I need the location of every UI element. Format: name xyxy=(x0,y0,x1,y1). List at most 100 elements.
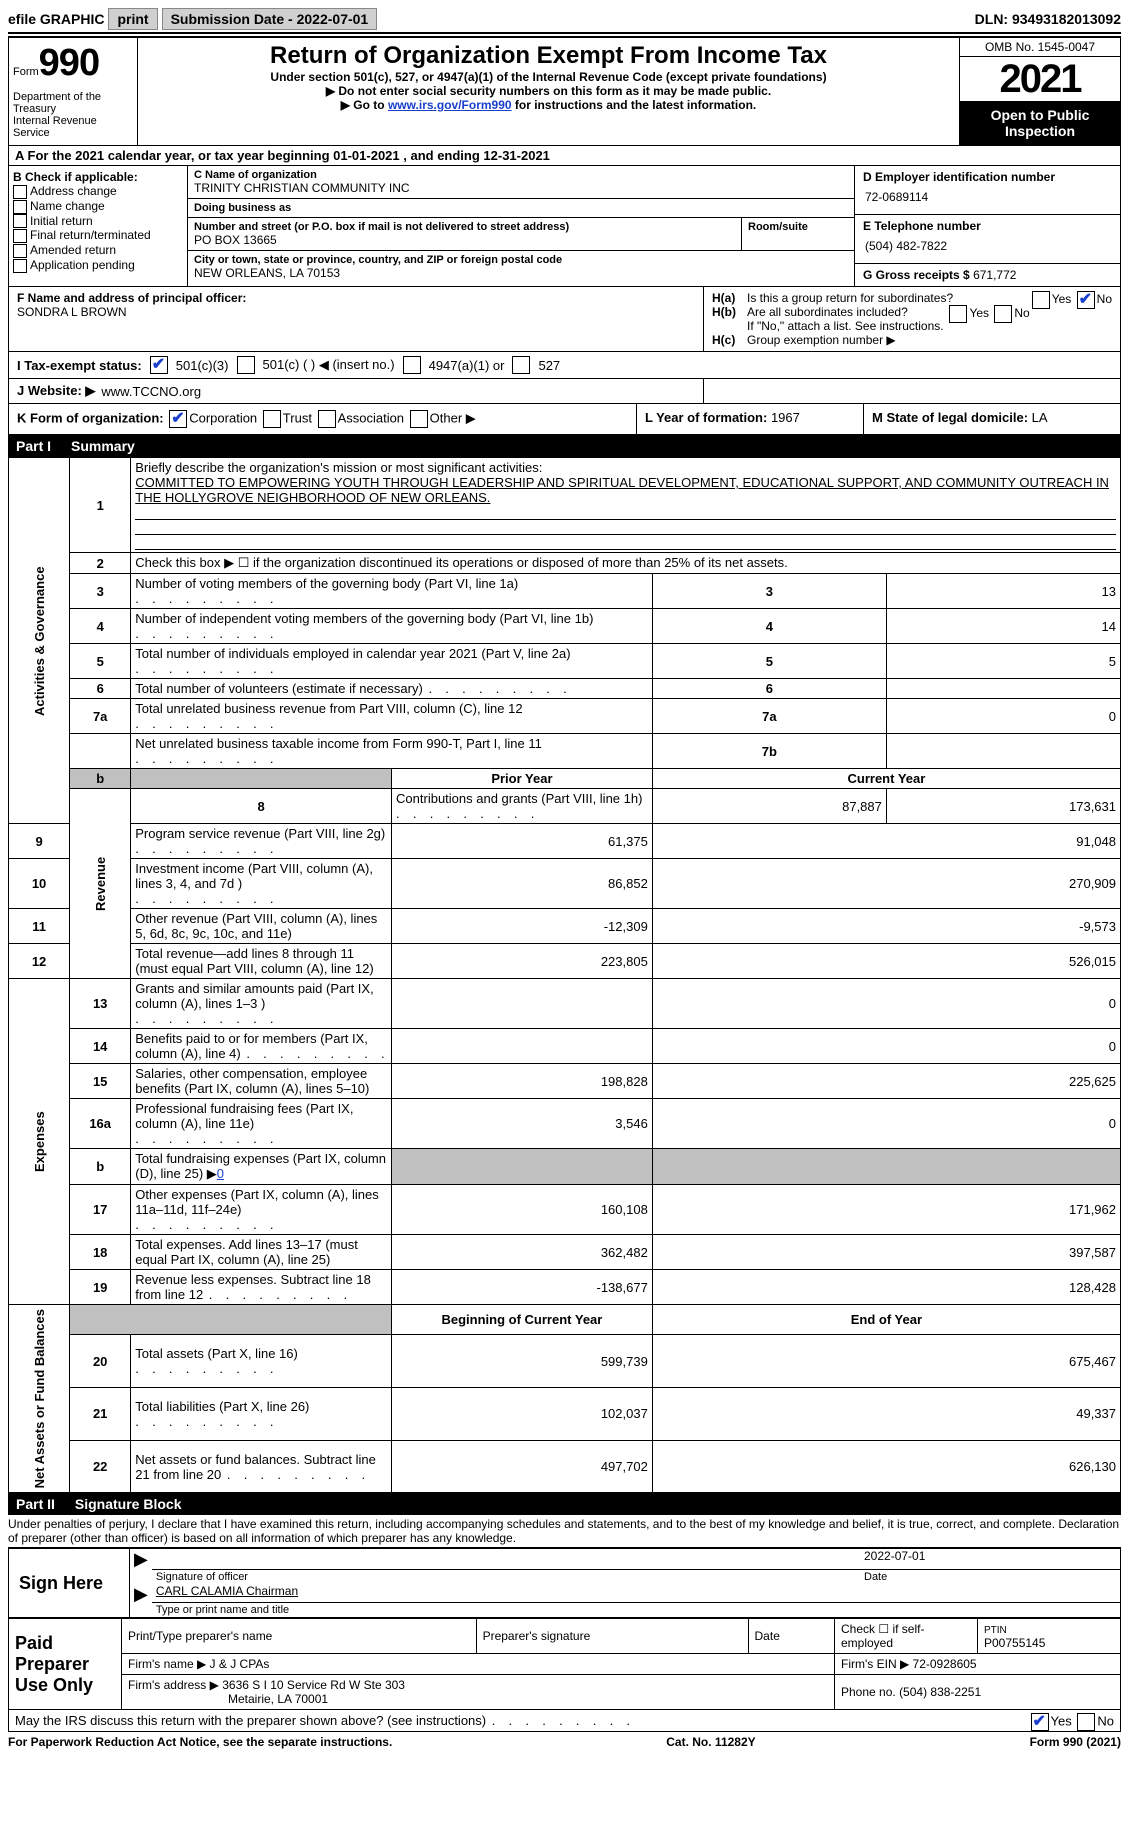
preparer-date-hdr: Date xyxy=(748,1619,834,1654)
hb-no[interactable] xyxy=(994,305,1012,323)
side-net-assets: Net Assets or Fund Balances xyxy=(9,1305,70,1493)
chk-501c[interactable] xyxy=(237,356,255,374)
tax-year: 2021 xyxy=(960,57,1120,101)
preparer-sig-hdr: Preparer's signature xyxy=(476,1619,748,1654)
firm-ein: 72-0928605 xyxy=(913,1657,977,1671)
chk-4947[interactable] xyxy=(403,356,421,374)
row-i: I Tax-exempt status: 501(c)(3) 501(c) ( … xyxy=(9,352,1120,378)
line4-val: 14 xyxy=(886,609,1120,644)
line5-val: 5 xyxy=(886,644,1120,679)
part-2-header: Part II Signature Block xyxy=(8,1493,1121,1515)
arrow-icon: ▶ xyxy=(130,1549,152,1584)
paid-preparer-label: Paid Preparer Use Only xyxy=(9,1619,122,1710)
omb-number: OMB No. 1545-0047 xyxy=(960,38,1120,57)
box-b-header: B Check if applicable: xyxy=(13,170,183,184)
row-a: A For the 2021 calendar year, or tax yea… xyxy=(8,146,1121,166)
line6-val xyxy=(886,679,1120,699)
box-f: F Name and address of principal officer:… xyxy=(9,287,703,351)
line2: Check this box ▶ ☐ if the organization d… xyxy=(131,553,1121,574)
subtitle-2: ▶ Do not enter social security numbers o… xyxy=(146,84,951,98)
firm-phone: (504) 838-2251 xyxy=(899,1685,981,1699)
ein: 72-0689114 xyxy=(863,184,1112,210)
chk-527[interactable] xyxy=(512,356,530,374)
website: www.TCCNO.org xyxy=(101,384,201,399)
ptin: P00755145 xyxy=(984,1636,1045,1650)
chk-assoc[interactable] xyxy=(318,410,336,428)
form-title: Return of Organization Exempt From Incom… xyxy=(146,42,951,70)
row-hc-2 xyxy=(703,379,1120,403)
box-e: E Telephone number (504) 482-7822 xyxy=(855,215,1120,264)
ha-yes[interactable] xyxy=(1032,291,1050,309)
chk-pending[interactable] xyxy=(13,259,27,273)
footer: For Paperwork Reduction Act Notice, see … xyxy=(8,1732,1121,1749)
top-bar: efile GRAPHIC print Submission Date - 20… xyxy=(8,8,1121,34)
firm-name: J & J CPAs xyxy=(210,1657,270,1671)
dba-label: Doing business as xyxy=(194,202,848,214)
efile-label: efile GRAPHIC xyxy=(8,11,104,27)
box-g: G Gross receipts $ 671,772 xyxy=(855,264,1120,286)
paid-preparer-block: Paid Preparer Use Only Print/Type prepar… xyxy=(8,1618,1121,1710)
chk-trust[interactable] xyxy=(263,410,281,428)
summary-table: Activities & Governance 1 Briefly descri… xyxy=(8,457,1121,1493)
chk-initial-return[interactable] xyxy=(13,214,27,228)
side-activities: Activities & Governance xyxy=(9,458,70,824)
mission-text: COMMITTED TO EMPOWERING YOUTH THROUGH LE… xyxy=(135,475,1109,505)
open-to-public: Open to Public Inspection xyxy=(960,101,1120,145)
box-c: C Name of organization TRINITY CHRISTIAN… xyxy=(188,166,854,286)
hb-yes[interactable] xyxy=(949,305,967,323)
room-label: Room/suite xyxy=(748,221,848,233)
row-l: L Year of formation: 1967 xyxy=(636,404,863,434)
chk-other[interactable] xyxy=(410,410,428,428)
chk-amended[interactable] xyxy=(13,244,27,258)
submission-date: Submission Date - 2022-07-01 xyxy=(162,8,378,30)
ha-no[interactable] xyxy=(1077,291,1095,309)
addr-label: Number and street (or P.O. box if mail i… xyxy=(194,221,735,233)
discuss-yes[interactable] xyxy=(1031,1713,1049,1731)
org-name-label: C Name of organization xyxy=(194,169,848,181)
chk-address-change[interactable] xyxy=(13,185,27,199)
principal-officer: SONDRA L BROWN xyxy=(17,305,127,319)
chk-501c3[interactable] xyxy=(150,356,168,374)
officer-signature-label: Signature of officer xyxy=(152,1569,860,1584)
line3-val: 13 xyxy=(886,574,1120,609)
firm-addr1: 3636 S I 10 Service Rd W Ste 303 xyxy=(222,1678,405,1692)
penalties-text: Under penalties of perjury, I declare th… xyxy=(8,1515,1121,1547)
org-name: TRINITY CHRISTIAN COMMUNITY INC xyxy=(194,181,848,195)
sign-here-block: Sign Here ▶ Signature of officer 2022-07… xyxy=(8,1547,1121,1618)
line7b-val xyxy=(886,734,1120,769)
department: Department of the Treasury Internal Reve… xyxy=(13,91,133,139)
line7a-val: 0 xyxy=(886,699,1120,734)
city-state-zip: NEW ORLEANS, LA 70153 xyxy=(194,266,848,280)
subtitle-3: ▶ Go to www.irs.gov/Form990 for instruct… xyxy=(146,98,951,112)
row-m: M State of legal domicile: LA xyxy=(863,404,1120,434)
discuss-no[interactable] xyxy=(1077,1713,1095,1731)
chk-corp[interactable] xyxy=(169,410,187,428)
self-employed: Check ☐ if self-employed xyxy=(835,1619,978,1654)
side-expenses: Expenses xyxy=(9,979,70,1305)
print-button[interactable]: print xyxy=(108,8,157,30)
discuss-row: May the IRS discuss this return with the… xyxy=(8,1710,1121,1732)
preparer-name-hdr: Print/Type preparer's name xyxy=(122,1619,477,1654)
officer-name: CARL CALAMIA Chairman xyxy=(152,1584,1120,1602)
subtitle-1: Under section 501(c), 527, or 4947(a)(1)… xyxy=(146,70,951,84)
row-k: K Form of organization: Corporation Trus… xyxy=(9,404,636,434)
signature-date: 2022-07-01 xyxy=(860,1549,1120,1569)
arrow-icon: ▶ xyxy=(130,1584,152,1617)
city-label: City or town, state or province, country… xyxy=(194,254,848,266)
box-h: H(a)Is this a group return for subordina… xyxy=(703,287,1120,351)
phone: (504) 482-7822 xyxy=(863,233,1112,259)
row-j: J Website: ▶ www.TCCNO.org xyxy=(9,379,703,403)
dln: DLN: 93493182013092 xyxy=(975,11,1121,27)
form-word: Form xyxy=(13,66,39,78)
sign-here-label: Sign Here xyxy=(9,1549,129,1617)
chk-name-change[interactable] xyxy=(13,200,27,214)
instructions-link[interactable]: www.irs.gov/Form990 xyxy=(388,98,512,112)
box-d: D Employer identification number 72-0689… xyxy=(855,166,1120,215)
side-revenue: Revenue xyxy=(70,789,131,979)
firm-addr2: Metairie, LA 70001 xyxy=(128,1692,328,1706)
street-address: PO BOX 13665 xyxy=(194,233,735,247)
form-header: Form990 Department of the Treasury Inter… xyxy=(8,36,1121,146)
form-number: 990 xyxy=(39,42,99,84)
chk-final-return[interactable] xyxy=(13,229,27,243)
current-year-hdr: Current Year xyxy=(652,769,1120,789)
